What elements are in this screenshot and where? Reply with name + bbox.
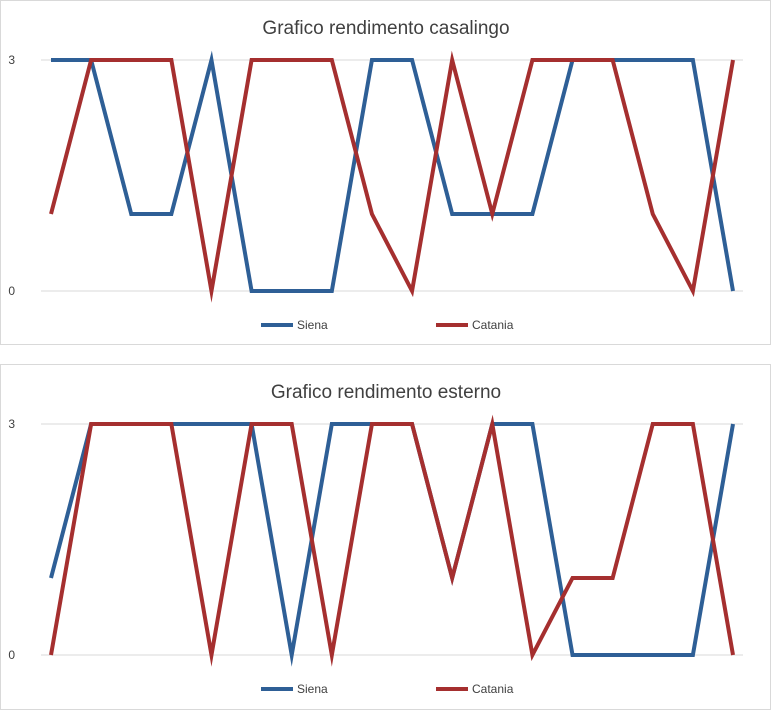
legend-label-siena: Siena bbox=[297, 682, 328, 696]
series-line-siena bbox=[49, 422, 735, 667]
legend-label-catania: Catania bbox=[472, 318, 514, 332]
chart-title: Grafico rendimento casalingo bbox=[262, 18, 509, 39]
y-tick-label: 3 bbox=[8, 417, 15, 431]
legend-label-catania: Catania bbox=[472, 682, 514, 696]
legend-label-siena: Siena bbox=[297, 318, 328, 332]
y-tick-label: 3 bbox=[8, 53, 15, 67]
series-line-catania bbox=[49, 50, 735, 303]
series-line-catania bbox=[49, 414, 735, 667]
chart-panel-home: Grafico rendimento casalingo 0 3 Siena Cat… bbox=[0, 0, 771, 345]
y-tick-label: 0 bbox=[8, 648, 15, 662]
chart-home: Grafico rendimento casalingo 0 3 Siena Cat… bbox=[8, 18, 743, 332]
chart-panel-away: Grafico rendimento esterno 0 3 Siena Catan… bbox=[0, 364, 771, 710]
chart-away: Grafico rendimento esterno 0 3 Siena Catan… bbox=[8, 382, 743, 696]
y-tick-label: 0 bbox=[8, 284, 15, 298]
chart-title: Grafico rendimento esterno bbox=[271, 382, 501, 403]
series-line-siena bbox=[51, 50, 735, 293]
